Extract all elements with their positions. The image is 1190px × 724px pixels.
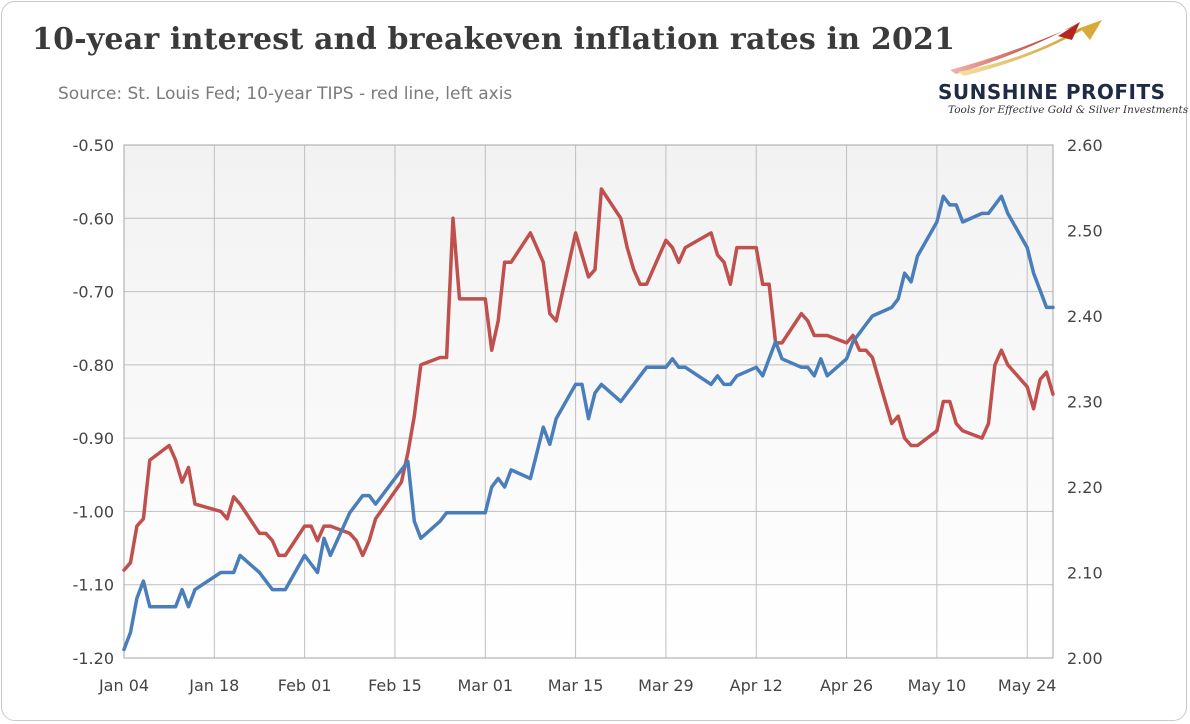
x-tick-label: May 24 [998, 676, 1057, 695]
x-tick-label: Mar 01 [457, 676, 513, 695]
x-tick-label: Mar 29 [638, 676, 694, 695]
y-left-tick-label: -1.20 [73, 649, 114, 668]
series-line-breakeven [122, 194, 1055, 652]
sunshine-profits-logo: SUNSHINE PROFITS Tools for Effective Gol… [930, 18, 1188, 118]
logo-swoosh-icon [950, 20, 1102, 76]
x-tick-label: Feb 01 [278, 676, 332, 695]
y-left-tick-label: -1.00 [73, 502, 114, 521]
y-left-tick-label: -0.50 [73, 136, 114, 155]
x-tick-label: Jan 04 [98, 676, 149, 695]
x-tick-label: Jan 18 [188, 676, 239, 695]
y-left-tick-label: -1.10 [73, 576, 114, 595]
plot-area [124, 145, 1053, 658]
y-left-tick-label: -0.60 [73, 209, 114, 228]
y-right-tick-label: 2.10 [1067, 564, 1103, 583]
x-tick-label: May 10 [908, 676, 967, 695]
y-left-tick-label: -0.90 [73, 429, 114, 448]
x-tick-label: Mar 15 [548, 676, 604, 695]
plot-border [123, 144, 1054, 659]
y-right-tick-label: 2.60 [1067, 136, 1103, 155]
logo-tagline: Tools for Effective Gold & Silver Invest… [948, 104, 1189, 116]
y-right-tick-label: 2.40 [1067, 307, 1103, 326]
chart-title: 10-year interest and breakeven inflation… [32, 22, 956, 57]
x-tick-label: Apr 12 [730, 676, 783, 695]
x-tick-label: Apr 26 [820, 676, 873, 695]
y-right-tick-label: 2.30 [1067, 393, 1103, 412]
y-right-tick-label: 2.00 [1067, 649, 1103, 668]
logo-name: SUNSHINE PROFITS [938, 80, 1166, 104]
chart-subtitle: Source: St. Louis Fed; 10-year TIPS - re… [58, 84, 513, 104]
y-left-tick-label: -0.80 [73, 356, 114, 375]
y-left-tick-label: -0.70 [73, 283, 114, 302]
x-tick-label: Feb 15 [368, 676, 422, 695]
y-right-tick-label: 2.50 [1067, 222, 1103, 241]
series-line-tips [122, 187, 1055, 572]
y-right-tick-label: 2.20 [1067, 478, 1103, 497]
